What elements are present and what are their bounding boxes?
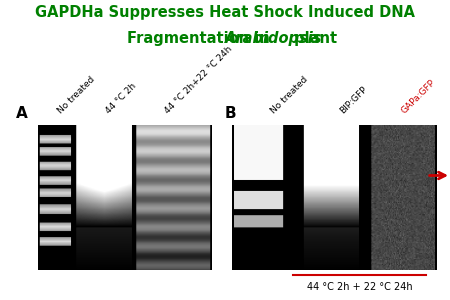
Text: No treated: No treated [56,75,96,116]
Text: 44 °C 2h + 22 °C 24h: 44 °C 2h + 22 °C 24h [307,282,413,292]
Text: BIP:GFP: BIP:GFP [338,85,369,116]
Text: Fragmentation in Arabidopsis plant: Fragmentation in Arabidopsis plant [79,32,371,46]
Text: 44 °C 2h: 44 °C 2h [104,82,138,116]
Text: Fragmentation in: Fragmentation in [127,32,274,46]
Text: A: A [16,106,27,122]
Text: No treated: No treated [269,75,309,116]
Text: GAPa:GFP: GAPa:GFP [400,78,437,116]
Text: 44 °C 2h+22 °C 24h: 44 °C 2h+22 °C 24h [163,44,234,116]
Text: B: B [225,106,237,122]
Bar [0,20,450,46]
Text: Arabidopsis: Arabidopsis [225,32,323,46]
Text: GAPDHa Suppresses Heat Shock Induced DNA: GAPDHa Suppresses Heat Shock Induced DNA [35,4,415,20]
Text: plant: plant [288,32,337,46]
